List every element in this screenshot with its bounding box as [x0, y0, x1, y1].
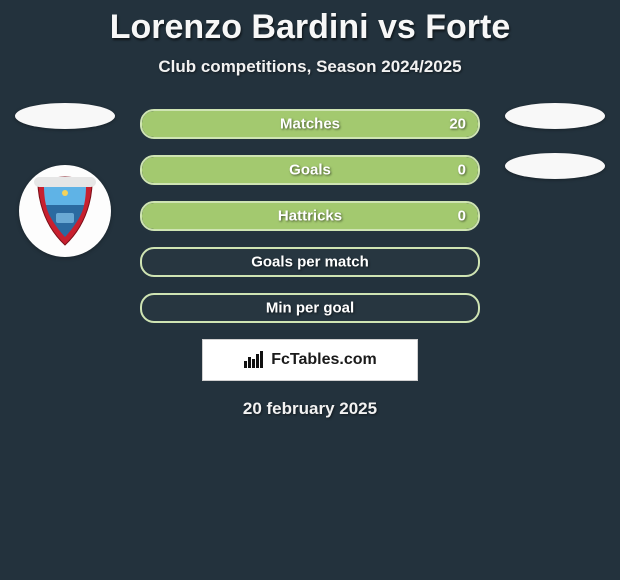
stat-label: Hattricks — [278, 208, 342, 225]
stats-list: Matches 20 Goals 0 Hattricks 0 Goals per… — [140, 109, 480, 323]
stat-value: 20 — [449, 116, 466, 133]
stat-row-hattricks: Hattricks 0 — [140, 201, 480, 231]
club-badge-wrap — [10, 165, 120, 257]
comparison-panel: Matches 20 Goals 0 Hattricks 0 Goals per… — [0, 109, 620, 419]
stat-row-goals: Goals 0 — [140, 155, 480, 185]
left-player-column — [10, 103, 120, 257]
stat-label: Matches — [280, 116, 340, 133]
player-name-oval-right-2 — [505, 153, 605, 179]
club-shield-icon — [34, 175, 96, 247]
stat-label: Min per goal — [266, 300, 354, 317]
bars-icon — [243, 351, 265, 369]
page-title: Lorenzo Bardini vs Forte — [0, 0, 620, 47]
stat-row-goals-per-match: Goals per match — [140, 247, 480, 277]
stat-row-min-per-goal: Min per goal — [140, 293, 480, 323]
brand-box: FcTables.com — [202, 339, 418, 381]
stat-label: Goals per match — [251, 254, 369, 271]
stat-row-matches: Matches 20 — [140, 109, 480, 139]
stat-value: 0 — [458, 162, 466, 179]
club-badge-circle — [19, 165, 111, 257]
player-name-oval-left — [15, 103, 115, 129]
player-name-oval-right-1 — [505, 103, 605, 129]
page-subtitle: Club competitions, Season 2024/2025 — [0, 57, 620, 77]
right-player-column — [500, 103, 610, 179]
stat-value: 0 — [458, 208, 466, 225]
brand-text: FcTables.com — [271, 351, 377, 369]
footer-date: 20 february 2025 — [0, 399, 620, 419]
stat-label: Goals — [289, 162, 331, 179]
